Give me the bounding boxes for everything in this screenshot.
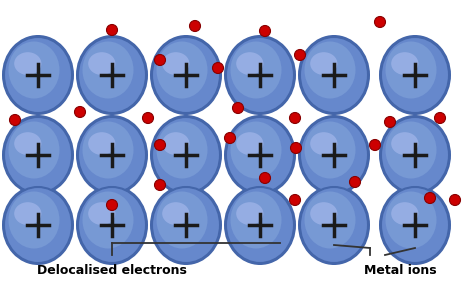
Ellipse shape (2, 35, 74, 115)
Ellipse shape (162, 132, 190, 155)
Circle shape (384, 116, 395, 127)
Ellipse shape (236, 132, 264, 155)
Ellipse shape (78, 37, 146, 113)
Circle shape (449, 195, 461, 206)
Circle shape (370, 140, 381, 151)
Circle shape (155, 55, 165, 66)
Ellipse shape (9, 42, 60, 99)
Ellipse shape (381, 117, 449, 193)
Ellipse shape (150, 185, 222, 265)
Ellipse shape (2, 185, 74, 265)
Ellipse shape (230, 192, 282, 249)
Circle shape (233, 102, 244, 113)
Ellipse shape (379, 35, 451, 115)
Ellipse shape (88, 132, 115, 155)
Ellipse shape (304, 121, 356, 178)
Ellipse shape (298, 115, 370, 195)
Circle shape (74, 107, 85, 118)
Ellipse shape (14, 52, 41, 75)
Ellipse shape (76, 35, 148, 115)
Ellipse shape (385, 42, 437, 99)
Ellipse shape (298, 35, 370, 115)
Ellipse shape (379, 115, 451, 195)
Ellipse shape (310, 132, 337, 155)
Ellipse shape (300, 187, 368, 263)
Ellipse shape (236, 202, 264, 225)
Ellipse shape (304, 42, 356, 99)
Ellipse shape (379, 185, 451, 265)
Ellipse shape (162, 202, 190, 225)
Ellipse shape (310, 52, 337, 75)
Ellipse shape (381, 37, 449, 113)
Ellipse shape (156, 121, 208, 178)
Ellipse shape (304, 192, 356, 249)
Ellipse shape (4, 187, 72, 263)
Ellipse shape (224, 185, 296, 265)
Ellipse shape (156, 42, 208, 99)
Circle shape (9, 115, 20, 126)
Circle shape (425, 192, 436, 203)
Ellipse shape (391, 132, 419, 155)
Ellipse shape (381, 187, 449, 263)
Circle shape (259, 173, 271, 184)
Ellipse shape (230, 42, 282, 99)
Ellipse shape (152, 117, 220, 193)
Circle shape (212, 62, 224, 73)
Circle shape (155, 140, 165, 151)
Circle shape (374, 17, 385, 28)
Ellipse shape (162, 52, 190, 75)
Ellipse shape (2, 115, 74, 195)
Ellipse shape (76, 115, 148, 195)
Text: Delocalised electrons: Delocalised electrons (37, 263, 187, 277)
Circle shape (190, 20, 201, 31)
Ellipse shape (310, 202, 337, 225)
Ellipse shape (385, 192, 437, 249)
Ellipse shape (226, 187, 294, 263)
Ellipse shape (152, 187, 220, 263)
Ellipse shape (4, 117, 72, 193)
Ellipse shape (82, 192, 134, 249)
Ellipse shape (9, 121, 60, 178)
Ellipse shape (88, 52, 115, 75)
Ellipse shape (88, 202, 115, 225)
Ellipse shape (298, 185, 370, 265)
Text: Metal ions: Metal ions (364, 263, 436, 277)
Circle shape (291, 143, 301, 154)
Ellipse shape (300, 117, 368, 193)
Ellipse shape (150, 35, 222, 115)
Ellipse shape (150, 115, 222, 195)
Ellipse shape (230, 121, 282, 178)
Ellipse shape (4, 37, 72, 113)
Ellipse shape (300, 37, 368, 113)
Circle shape (143, 113, 154, 124)
Ellipse shape (391, 202, 419, 225)
Circle shape (107, 200, 118, 211)
Ellipse shape (391, 52, 419, 75)
Ellipse shape (385, 121, 437, 178)
Ellipse shape (14, 132, 41, 155)
Ellipse shape (156, 192, 208, 249)
Circle shape (155, 179, 165, 190)
Circle shape (107, 24, 118, 36)
Ellipse shape (152, 37, 220, 113)
Circle shape (349, 176, 361, 187)
Ellipse shape (226, 37, 294, 113)
Ellipse shape (82, 42, 134, 99)
Circle shape (225, 132, 236, 143)
Circle shape (290, 195, 301, 206)
Ellipse shape (76, 185, 148, 265)
Ellipse shape (78, 117, 146, 193)
Ellipse shape (82, 121, 134, 178)
Ellipse shape (224, 115, 296, 195)
Ellipse shape (78, 187, 146, 263)
Circle shape (435, 113, 446, 124)
Circle shape (259, 26, 271, 37)
Circle shape (290, 113, 301, 124)
Ellipse shape (14, 202, 41, 225)
Ellipse shape (9, 192, 60, 249)
Ellipse shape (236, 52, 264, 75)
Circle shape (294, 50, 306, 61)
Ellipse shape (224, 35, 296, 115)
Ellipse shape (226, 117, 294, 193)
